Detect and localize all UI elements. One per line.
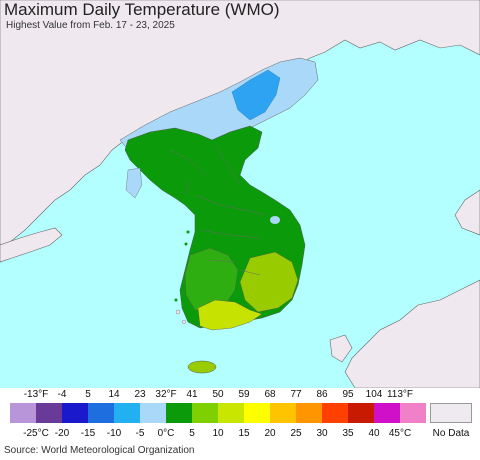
legend: -13°F -4 5 14 23 32°F 41 50 59 68 77 86 95 104 113°F -… (0, 388, 480, 460)
province-borders (169, 144, 266, 276)
legend-celsius-tick: -25°C (23, 428, 49, 439)
legend-fahrenheit-tick: 14 (108, 389, 120, 400)
legend-celsius-tick: 10 (212, 428, 224, 439)
legend-swatch (62, 403, 88, 423)
legend-fahrenheit-tick: 41 (186, 389, 198, 400)
legend-swatch (270, 403, 296, 423)
source-credit: Source: World Meteorological Organizatio… (4, 445, 195, 456)
legend-celsius-tick: -5 (135, 428, 145, 439)
legend-fahrenheit-tick: 5 (85, 389, 91, 400)
west-coast-cold-patch (125, 167, 143, 199)
legend-celsius-tick: 45°C (388, 428, 412, 439)
lightgreen-zone-southeast (239, 251, 299, 313)
legend-celsius-tick: 5 (189, 428, 195, 439)
legend-celsius-tick: 15 (238, 428, 250, 439)
legend-swatch (348, 403, 374, 423)
legend-fahrenheit-tick: 77 (290, 389, 302, 400)
legend-celsius-tick: 40 (368, 428, 380, 439)
legend-fahrenheit-tick: 95 (342, 389, 354, 400)
legend-celsius-tick: 20 (264, 428, 276, 439)
legend-celsius-tick: 30 (316, 428, 328, 439)
legend-swatch (322, 403, 348, 423)
legend-fahrenheit-tick: 86 (316, 389, 328, 400)
legend-swatch (192, 403, 218, 423)
japan-landmass (344, 279, 480, 388)
legend-swatch (88, 403, 114, 423)
legend-fahrenheit-tick: 68 (264, 389, 276, 400)
legend-swatch (296, 403, 322, 423)
legend-fahrenheit-tick: -13°F (23, 389, 49, 400)
temperature-map (0, 0, 480, 388)
legend-no-data-swatch (430, 403, 472, 423)
legend-no-data-label: No Data (432, 428, 470, 439)
legend-fahrenheit-tick: 59 (238, 389, 250, 400)
legend-swatch (400, 403, 426, 423)
legend-celsius-tick: 0°C (157, 428, 175, 439)
legend-fahrenheit-tick: 113°F (386, 389, 414, 400)
legend-celsius-tick: 35 (342, 428, 354, 439)
island-dot (175, 309, 181, 315)
yellowgreen-zone-south-coast (197, 299, 263, 331)
legend-swatch (36, 403, 62, 423)
legend-celsius-tick: 25 (290, 428, 302, 439)
legend-fahrenheit-tick: 23 (134, 389, 146, 400)
map-title: Maximum Daily Temperature (WMO) (4, 0, 280, 19)
legend-fahrenheit-tick: -4 (57, 389, 67, 400)
legend-swatch (140, 403, 166, 423)
small-cold-patch (270, 216, 280, 224)
island-dot (186, 230, 190, 234)
legend-swatch (166, 403, 192, 423)
japan-island-kyushu (329, 334, 353, 363)
map-subtitle: Highest Value from Feb. 17 - 23, 2025 (6, 20, 175, 31)
jeju-island (187, 360, 217, 374)
island-dot (174, 298, 178, 302)
legend-swatch (10, 403, 36, 423)
cold-pocket-blue (231, 69, 281, 121)
legend-celsius-tick: -20 (54, 428, 70, 439)
legend-celsius-tick: -10 (106, 428, 122, 439)
legend-fahrenheit-tick: 50 (212, 389, 224, 400)
shandong-peninsula (0, 227, 63, 263)
legend-swatch (374, 403, 400, 423)
legend-fahrenheit-tick: 32°F (155, 389, 177, 400)
island-dot (181, 320, 186, 325)
legend-swatch (218, 403, 244, 423)
japan-island-north (454, 189, 480, 236)
legend-fahrenheit-tick: 104 (365, 389, 383, 400)
legend-swatch (114, 403, 140, 423)
island-dot (184, 242, 188, 246)
legend-swatch (244, 403, 270, 423)
legend-celsius-tick: -15 (80, 428, 96, 439)
